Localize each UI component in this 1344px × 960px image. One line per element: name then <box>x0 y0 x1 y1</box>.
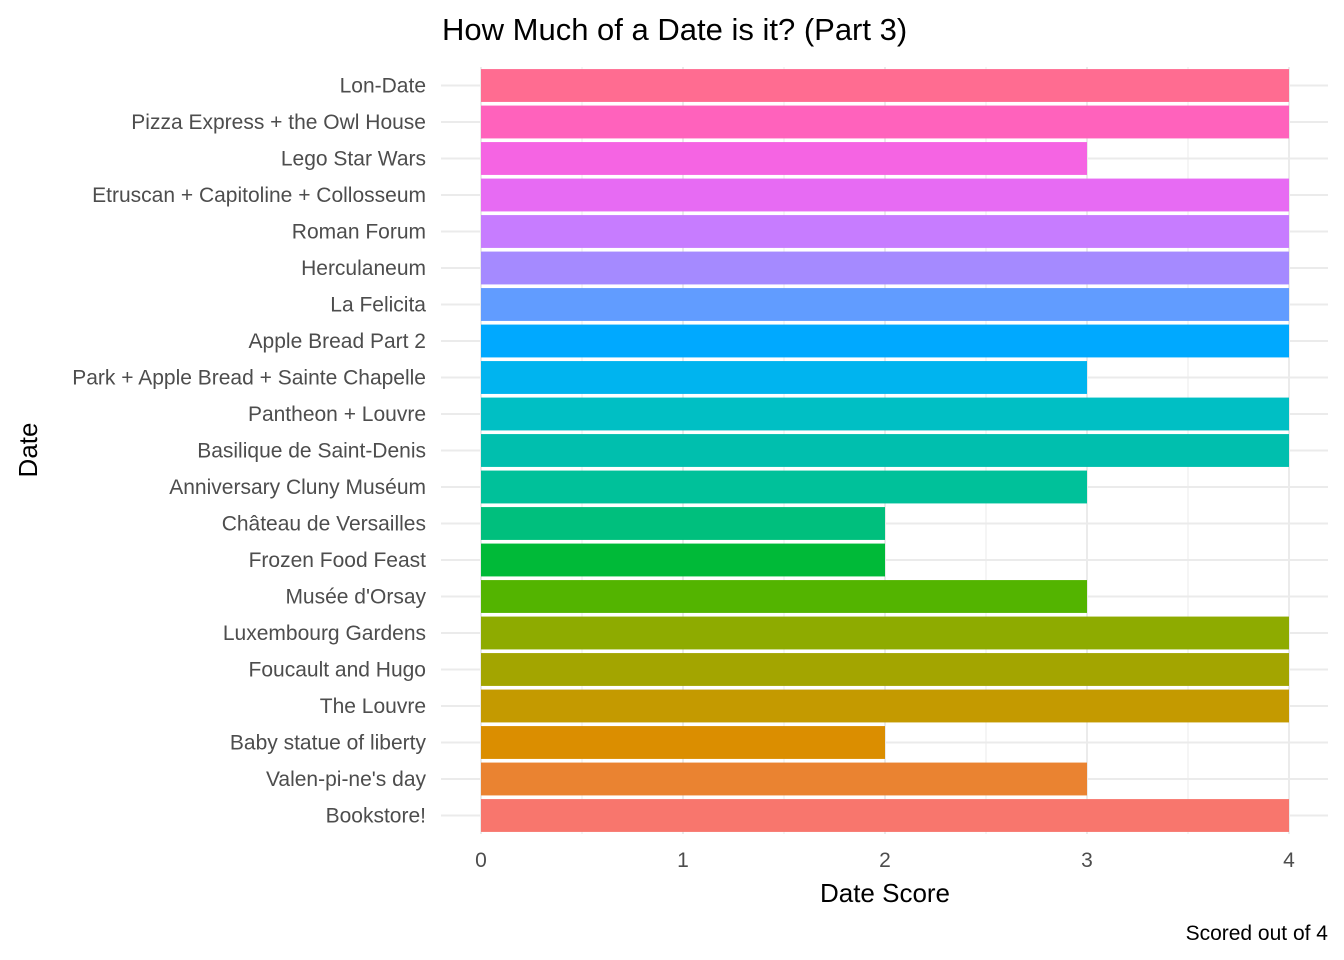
x-axis-title: Date Score <box>820 878 950 908</box>
bars <box>481 69 1289 832</box>
y-tick-label: Musée d'Orsay <box>285 586 426 609</box>
bar <box>481 251 1289 285</box>
bar <box>481 178 1289 212</box>
y-tick-label: Baby statue of liberty <box>230 732 427 755</box>
x-tick-label: 3 <box>1081 849 1093 872</box>
bar <box>481 689 1289 723</box>
y-tick-label: Apple Bread Part 2 <box>249 330 426 353</box>
y-tick-label: La Felicita <box>330 294 426 317</box>
bar <box>481 726 885 759</box>
chart-title: How Much of a Date is it? (Part 3) <box>442 12 907 47</box>
y-tick-label: Etruscan + Capitoline + Collosseum <box>92 184 426 207</box>
bar <box>481 288 1289 321</box>
y-tick-label: Roman Forum <box>292 221 426 244</box>
y-tick-label: Herculaneum <box>301 257 426 280</box>
y-tick-label: Lon-Date <box>340 75 426 98</box>
y-tick-label: Frozen Food Feast <box>249 549 427 572</box>
bar <box>481 397 1289 431</box>
x-tick-labels: 0 1 2 3 4 <box>475 849 1295 872</box>
y-tick-label: Château de Versailles <box>222 513 426 536</box>
bar <box>481 507 885 540</box>
bar <box>481 142 1087 175</box>
y-tick-label: Bookstore! <box>326 805 426 828</box>
chart-caption: Scored out of 4 <box>1186 922 1329 945</box>
y-tick-label: Pizza Express + the Owl House <box>131 111 426 134</box>
y-tick-label: Basilique de Saint-Denis <box>197 440 426 463</box>
bar <box>481 69 1289 102</box>
y-tick-label: Luxembourg Gardens <box>223 622 426 645</box>
y-axis-title: Date <box>13 423 43 478</box>
x-tick-label: 2 <box>879 849 891 872</box>
bar <box>481 470 1087 504</box>
y-tick-label: Foucault and Hugo <box>249 659 426 682</box>
bar <box>481 799 1289 832</box>
bar <box>481 653 1289 686</box>
y-tick-label: Pantheon + Louvre <box>248 403 426 426</box>
bar <box>481 105 1289 139</box>
bar <box>481 324 1289 358</box>
x-tick-label: 0 <box>475 849 487 872</box>
y-tick-labels: Lon-Date Pizza Express + the Owl House Leg… <box>72 75 426 828</box>
x-tick-label: 1 <box>677 849 689 872</box>
y-tick-label: Valen-pi-ne's day <box>266 768 427 791</box>
bar <box>481 361 1087 394</box>
bar <box>481 434 1289 467</box>
bar <box>481 616 1289 650</box>
y-tick-label: Lego Star Wars <box>281 148 426 171</box>
y-tick-label: Anniversary Cluny Muséum <box>169 476 426 499</box>
x-tick-label: 4 <box>1283 849 1295 872</box>
y-tick-label: Park + Apple Bread + Sainte Chapelle <box>72 367 426 390</box>
bar <box>481 215 1289 248</box>
bar <box>481 580 1087 613</box>
bar <box>481 762 1087 796</box>
y-tick-label: The Louvre <box>320 695 426 718</box>
bar <box>481 543 885 577</box>
